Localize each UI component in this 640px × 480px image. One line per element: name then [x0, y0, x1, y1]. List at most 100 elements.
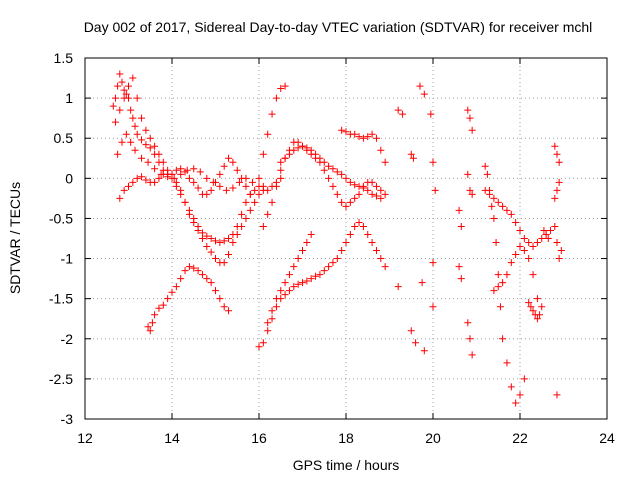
data-point [120, 86, 128, 94]
series-arc-b [111, 74, 267, 267]
data-point [131, 146, 139, 154]
data-point [399, 110, 407, 118]
data-point [285, 271, 293, 279]
data-point [290, 283, 298, 291]
data-point [490, 287, 498, 295]
data-point [172, 166, 180, 174]
series-arc-g [264, 230, 315, 327]
data-point [325, 174, 333, 182]
data-point [546, 226, 554, 234]
data-point [355, 218, 363, 226]
data-point [185, 174, 193, 182]
series-arc-d [114, 130, 285, 194]
data-point [281, 82, 289, 90]
data-point [114, 82, 122, 90]
data-point [418, 279, 426, 287]
data-point [207, 248, 215, 256]
data-point [499, 335, 507, 343]
data-point [429, 259, 437, 267]
data-point [377, 186, 385, 194]
data-point [409, 154, 417, 162]
data-point [372, 247, 380, 255]
series-arc-e [144, 263, 233, 335]
data-point [512, 218, 520, 226]
data-point [481, 186, 489, 194]
data-point [209, 178, 217, 186]
data-point [457, 275, 465, 283]
data-point [246, 190, 254, 198]
series-scatter-23 [525, 178, 563, 399]
data-point [307, 146, 315, 154]
data-point [116, 70, 124, 78]
data-point [225, 235, 233, 242]
data-point [294, 255, 302, 263]
data-point [325, 162, 333, 170]
data-point [151, 311, 159, 319]
data-point [138, 136, 146, 144]
y-tick-label: -2.5 [49, 371, 73, 387]
data-point [264, 186, 272, 194]
data-point [281, 154, 289, 162]
data-point [377, 255, 385, 263]
data-point [190, 178, 198, 186]
x-tick-label: 14 [164, 430, 180, 446]
data-point [203, 232, 211, 240]
data-point [299, 142, 306, 150]
data-point [194, 267, 202, 275]
data-point [466, 114, 474, 122]
data-point [503, 206, 511, 214]
data-point [207, 235, 215, 242]
data-point [368, 190, 376, 198]
y-tick-label: 1.5 [54, 50, 74, 66]
data-point [207, 186, 215, 194]
data-point [355, 190, 363, 198]
data-point [144, 323, 152, 331]
data-point [312, 272, 320, 280]
data-point [466, 186, 474, 194]
data-point [185, 263, 193, 271]
data-point [427, 110, 435, 118]
data-point [312, 150, 320, 158]
data-point [290, 263, 298, 271]
data-point [238, 210, 246, 218]
data-point [281, 279, 289, 287]
data-point [520, 247, 528, 255]
data-point [272, 94, 280, 102]
data-point [538, 235, 546, 242]
data-point [116, 106, 124, 114]
data-point [242, 214, 250, 222]
data-point [394, 106, 402, 114]
data-point [420, 347, 428, 355]
data-point [242, 198, 250, 206]
data-point [151, 142, 159, 150]
data-point [203, 243, 211, 251]
data-point [216, 295, 224, 303]
data-point [212, 287, 219, 295]
data-point [351, 222, 359, 230]
data-point [220, 162, 228, 170]
data-point [220, 303, 228, 311]
data-point [138, 173, 146, 181]
data-point [268, 307, 276, 315]
data-point [229, 239, 237, 247]
data-point [114, 150, 122, 158]
series-arc-a [109, 70, 289, 198]
data-point [116, 194, 124, 202]
data-point [499, 279, 507, 287]
data-point [285, 287, 293, 295]
data-point [316, 154, 324, 162]
data-point [494, 283, 502, 291]
y-tick-label: 0 [65, 170, 73, 186]
y-tick-label: -3 [61, 411, 74, 427]
data-point [125, 82, 132, 90]
y-axis: 1.5 1 0.5 0 -0.5 -1 -1.5 -2 -2.5 -3 [49, 50, 607, 427]
series-arc-f [255, 218, 389, 351]
x-axis: 12 14 16 18 20 22 24 [77, 58, 615, 446]
data-point [203, 174, 211, 182]
data-point [212, 237, 219, 245]
data-point [553, 239, 561, 247]
data-point [144, 158, 152, 166]
data-point [455, 206, 463, 214]
x-tick-label: 16 [251, 430, 267, 446]
data-point [329, 165, 337, 173]
